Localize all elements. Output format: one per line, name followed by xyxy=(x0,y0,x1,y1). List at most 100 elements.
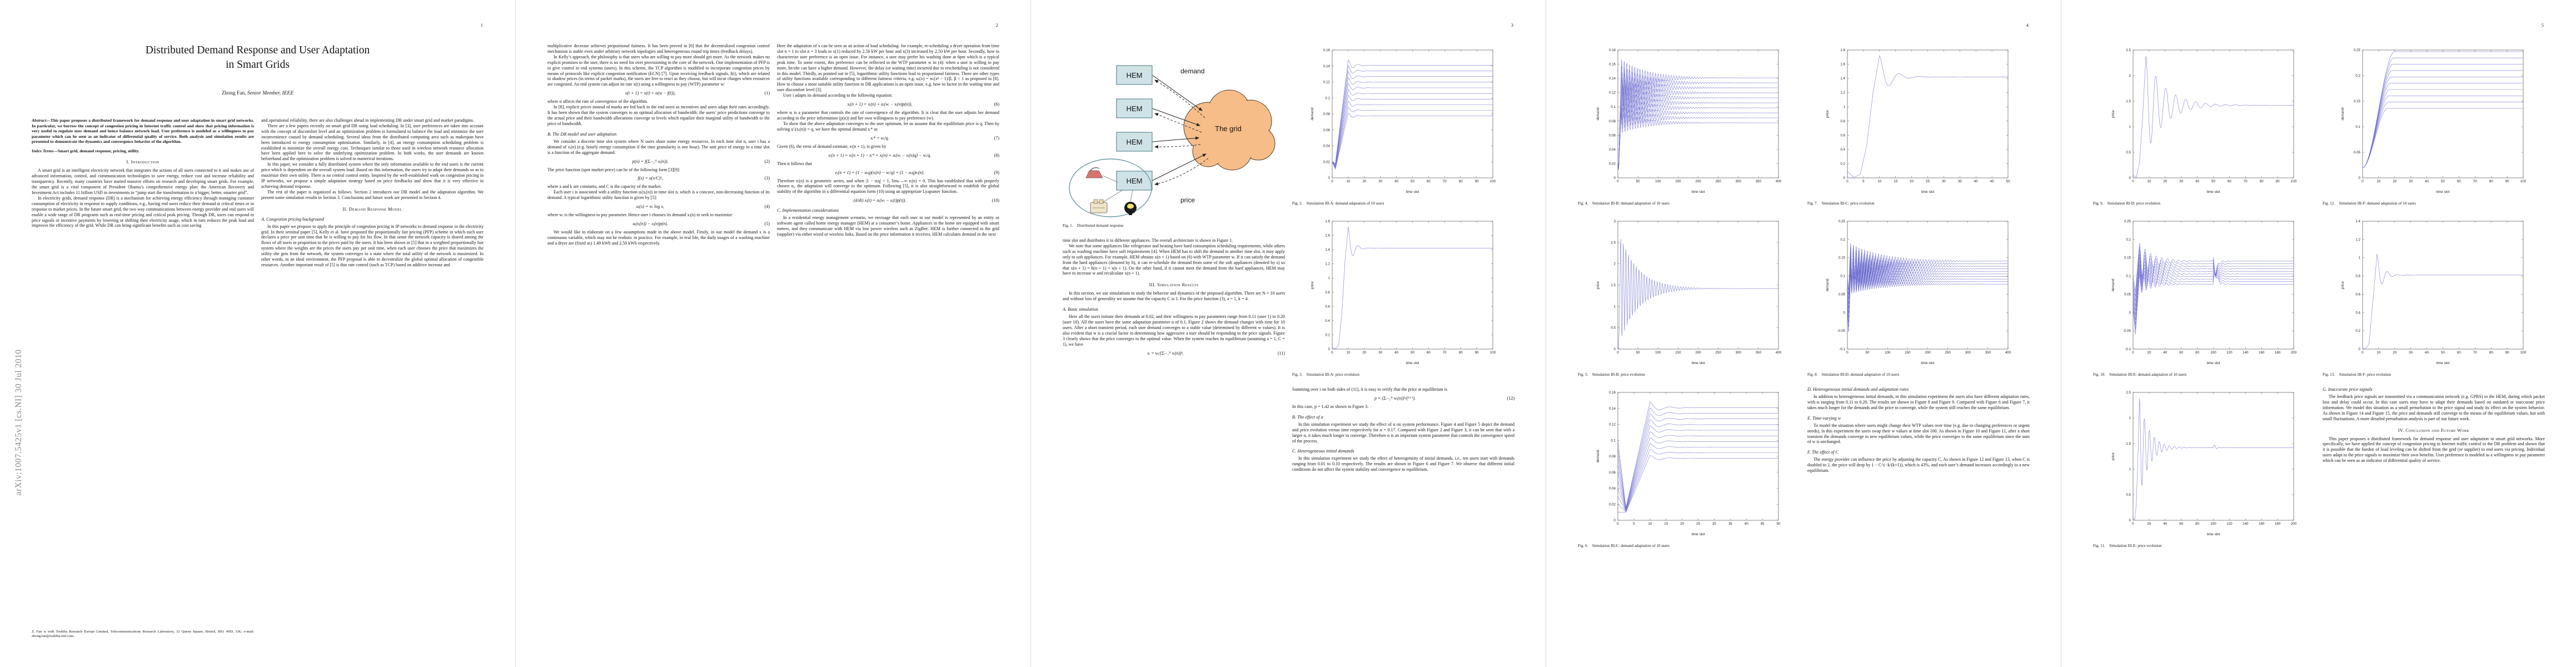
svg-text:50: 50 xyxy=(1411,351,1414,355)
svg-text:30: 30 xyxy=(1378,180,1382,183)
svg-text:1.8: 1.8 xyxy=(1840,48,1845,52)
equation-4: uᵢ(x) = wᵢ log x, (4) xyxy=(636,204,770,210)
svg-text:80: 80 xyxy=(2259,180,2263,183)
svg-text:0.1: 0.1 xyxy=(2126,275,2131,278)
figure-8-caption: Fig. 8. Simulation III-D: demand adaptat… xyxy=(1807,372,1900,377)
subsection-inaccurate-price-signals: G. Inaccurate price signals xyxy=(2323,387,2373,392)
figure-3-caption: Fig. 3. Simulation III-A: price evolutio… xyxy=(1292,372,1359,377)
svg-text:demand: demand xyxy=(1826,278,1830,292)
hem-label: HEM xyxy=(1127,138,1143,146)
svg-text:3: 3 xyxy=(1613,220,1616,223)
paragraph: where α affects the rate of convergence … xyxy=(547,99,649,104)
svg-text:1: 1 xyxy=(2129,467,2131,471)
svg-text:-0.05: -0.05 xyxy=(2122,329,2131,333)
svg-text:90: 90 xyxy=(1474,351,1478,355)
svg-text:0: 0 xyxy=(2129,176,2131,180)
figure-9: 0 10 20 30 40 50 60 70 80 90 100 0 0.5 1 1.5 2 2.5 time s… xyxy=(2093,44,2315,206)
paragraph: In electricity grids, demand response (D… xyxy=(32,195,254,228)
page-1: arXiv:1007.5425v1 [cs.NI] 30 Jul 2010 1 … xyxy=(0,0,515,667)
svg-text:0.15: 0.15 xyxy=(2353,99,2360,103)
figure-9-caption: Fig. 9. Simulation III-D: price evolutio… xyxy=(2093,201,2160,206)
figure-13: 0 10 20 30 40 50 60 70 80 90 100 0 0.2 0.4 0.6 0.8 1 1.2 1… xyxy=(2323,216,2545,377)
svg-text:0.14: 0.14 xyxy=(1608,407,1616,411)
page3-column-2: 0 10 20 30 40 50 60 70 80 90 100 0 0.02 0.04 0.06 0.08 0… xyxy=(1292,43,1514,650)
svg-text:90: 90 xyxy=(2505,351,2509,355)
fig5-chart: 0 50 100 150 200 250 300 350 400 0 0.5 1 1.5 2 2.5 3 tim… xyxy=(1593,216,1785,370)
svg-text:40: 40 xyxy=(1974,180,1977,183)
iron-icon xyxy=(1085,167,1103,178)
paragraph: We note that some appliances like refrig… xyxy=(1063,243,1285,276)
svg-text:0: 0 xyxy=(2129,311,2131,315)
svg-text:100: 100 xyxy=(1885,351,1891,355)
svg-text:45: 45 xyxy=(1760,522,1764,526)
paragraph: We consider a discrete time slot system … xyxy=(547,138,770,155)
equation-6: xᵢ(n + 1) = xᵢ(n) + αᵢ(wᵢ − xᵢ(n)p(n)),(… xyxy=(847,102,999,107)
svg-text:30: 30 xyxy=(2409,180,2413,183)
figure-11: 0 20 40 60 80 100 120 140 160 180 200 0 0.5 1 1.5 2 2.5 t… xyxy=(2093,387,2315,548)
svg-text:100: 100 xyxy=(1489,180,1496,183)
svg-text:50: 50 xyxy=(2441,351,2445,355)
svg-text:0.2: 0.2 xyxy=(1325,333,1330,337)
svg-text:price: price xyxy=(2111,452,2115,460)
svg-text:0.6: 0.6 xyxy=(2355,292,2360,296)
svg-text:0.06: 0.06 xyxy=(1608,133,1616,137)
svg-text:0.05: 0.05 xyxy=(2124,292,2131,296)
paragraph: Here all the users initiate their demand… xyxy=(1063,314,1285,347)
svg-text:10: 10 xyxy=(1877,180,1881,183)
hem-label: HEM xyxy=(1127,177,1143,185)
svg-text:0.05: 0.05 xyxy=(1838,292,1845,296)
svg-text:100: 100 xyxy=(2210,522,2216,526)
svg-text:40: 40 xyxy=(2425,180,2429,183)
svg-text:20: 20 xyxy=(1362,351,1366,355)
svg-text:2.5: 2.5 xyxy=(1611,241,1616,245)
svg-text:0.1: 0.1 xyxy=(1611,105,1616,109)
svg-text:time slot: time slot xyxy=(2436,361,2449,365)
svg-text:140: 140 xyxy=(2243,351,2249,355)
paragraph: Here the adaptation of x can be seen as … xyxy=(777,43,999,93)
page-3: 3 xyxy=(1030,0,1546,667)
svg-text:0.05: 0.05 xyxy=(2353,151,2360,155)
fig3-chart: 0 10 20 30 40 50 60 70 80 90 100 0 0.2 0.4 0.6 0.8 1 1.2 1… xyxy=(1308,216,1499,370)
svg-text:200: 200 xyxy=(1695,180,1701,183)
svg-text:1.6: 1.6 xyxy=(1325,234,1330,238)
svg-text:400: 400 xyxy=(1775,351,1781,355)
paragraph: Summing over i on both sides of (11), it… xyxy=(1292,387,1447,392)
svg-text:40: 40 xyxy=(2163,351,2167,355)
toaster-icon xyxy=(1090,199,1108,213)
svg-text:30: 30 xyxy=(1941,180,1945,183)
svg-text:0.04: 0.04 xyxy=(1323,145,1330,148)
index-terms-label: Index Terms xyxy=(32,148,54,153)
paper-title: Distributed Demand Response and User Ada… xyxy=(0,43,515,73)
svg-text:2.5: 2.5 xyxy=(2126,391,2131,395)
svg-text:price: price xyxy=(2111,110,2115,118)
svg-text:0: 0 xyxy=(1328,347,1330,351)
svg-text:10: 10 xyxy=(1648,522,1652,526)
svg-text:0.16: 0.16 xyxy=(1608,63,1616,67)
svg-text:200: 200 xyxy=(2290,351,2296,355)
svg-text:2: 2 xyxy=(2129,74,2131,78)
svg-text:0.6: 0.6 xyxy=(1840,133,1845,137)
page4-column-1: 0 50 100 150 200 250 300 350 400 0 0.02 0.04 0.06 0.0… xyxy=(1578,43,1800,650)
svg-text:0: 0 xyxy=(2361,351,2364,355)
svg-text:200: 200 xyxy=(2290,522,2296,526)
author-name: Zhong Fan, xyxy=(221,91,248,96)
svg-text:time slot: time slot xyxy=(1691,190,1705,194)
page-5: 5 0 10 20 30 40 50 60 70 80 90 100 0 0.5 1 1.5 2 2.5 time… xyxy=(2061,0,2576,667)
svg-text:0: 0 xyxy=(2132,180,2134,183)
figure-3: 0 10 20 30 40 50 60 70 80 90 100 0 0.2 0.4 0.6 0.8 1 1.2 1… xyxy=(1292,216,1514,377)
paragraph: The rest of the paper is organized as fo… xyxy=(261,189,484,200)
paragraph: where a and k are constants, and C is th… xyxy=(547,184,662,190)
svg-text:0.2: 0.2 xyxy=(2126,238,2131,242)
page2-column-2: Here the adaptation of x can be seen as … xyxy=(777,43,999,650)
svg-text:15: 15 xyxy=(1664,522,1668,526)
svg-text:0: 0 xyxy=(1331,351,1333,355)
svg-text:0.5: 0.5 xyxy=(2126,493,2131,497)
page5-column-1: 0 10 20 30 40 50 60 70 80 90 100 0 0.5 1 1.5 2 2.5 time s… xyxy=(2093,43,2315,650)
svg-text:1.5: 1.5 xyxy=(1611,283,1616,287)
svg-text:price: price xyxy=(2341,281,2345,289)
svg-text:1: 1 xyxy=(1843,105,1845,109)
svg-text:30: 30 xyxy=(2179,180,2183,183)
svg-text:300: 300 xyxy=(1965,351,1971,355)
svg-text:30: 30 xyxy=(1378,351,1382,355)
svg-text:60: 60 xyxy=(1426,180,1430,183)
